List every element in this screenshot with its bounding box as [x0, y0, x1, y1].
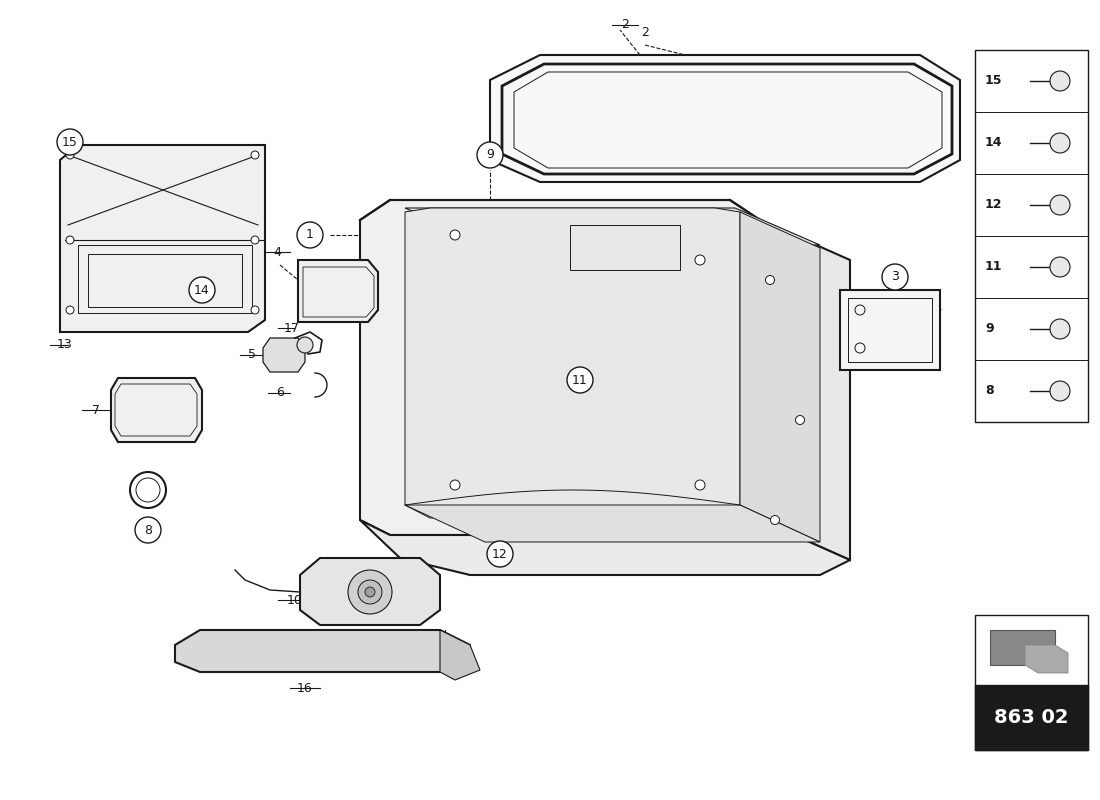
Circle shape: [770, 515, 780, 525]
Circle shape: [566, 367, 593, 393]
Text: 4: 4: [273, 246, 280, 258]
Circle shape: [251, 151, 258, 159]
Polygon shape: [298, 260, 378, 322]
Circle shape: [66, 236, 74, 244]
Text: 10: 10: [287, 594, 303, 606]
Polygon shape: [760, 220, 850, 560]
Circle shape: [66, 151, 74, 159]
Circle shape: [795, 415, 804, 425]
Polygon shape: [440, 630, 480, 680]
Text: 12: 12: [984, 198, 1002, 211]
Circle shape: [1050, 319, 1070, 339]
Polygon shape: [175, 630, 470, 672]
Circle shape: [348, 570, 392, 614]
Circle shape: [57, 129, 82, 155]
Circle shape: [695, 255, 705, 265]
Polygon shape: [405, 208, 820, 245]
Circle shape: [358, 580, 382, 604]
Polygon shape: [990, 630, 1055, 665]
Polygon shape: [740, 212, 820, 542]
Polygon shape: [360, 520, 850, 575]
Text: 9: 9: [486, 149, 494, 162]
Polygon shape: [490, 55, 960, 182]
Polygon shape: [263, 338, 305, 372]
Text: 8: 8: [984, 385, 993, 398]
Text: a passion for parts since 1985: a passion for parts since 1985: [398, 381, 682, 499]
Polygon shape: [111, 378, 202, 442]
Circle shape: [1050, 71, 1070, 91]
Text: 9: 9: [984, 322, 993, 335]
Circle shape: [766, 275, 774, 285]
Circle shape: [251, 236, 258, 244]
Text: 11: 11: [984, 261, 1002, 274]
Circle shape: [297, 337, 313, 353]
Polygon shape: [300, 558, 440, 625]
Text: euroPares: euroPares: [372, 255, 828, 485]
Text: 863 02: 863 02: [994, 708, 1069, 727]
Text: 12: 12: [492, 547, 508, 561]
Text: 6: 6: [276, 386, 284, 399]
Text: 3: 3: [891, 270, 899, 283]
Text: 11: 11: [572, 374, 587, 386]
Circle shape: [66, 306, 74, 314]
Text: 1: 1: [306, 229, 313, 242]
Polygon shape: [975, 685, 1088, 750]
Polygon shape: [1025, 645, 1068, 673]
Text: 13: 13: [57, 338, 73, 351]
Text: 14: 14: [984, 137, 1002, 150]
Text: 15: 15: [62, 135, 78, 149]
Circle shape: [477, 142, 503, 168]
Circle shape: [450, 230, 460, 240]
Circle shape: [130, 472, 166, 508]
Polygon shape: [360, 200, 760, 535]
Circle shape: [450, 480, 460, 490]
Text: 14: 14: [194, 283, 210, 297]
Circle shape: [135, 517, 161, 543]
Circle shape: [1050, 257, 1070, 277]
Circle shape: [1050, 381, 1070, 401]
Text: 17: 17: [284, 322, 300, 334]
Circle shape: [695, 480, 705, 490]
Circle shape: [251, 306, 258, 314]
Circle shape: [297, 222, 323, 248]
Text: 7: 7: [92, 403, 100, 417]
Polygon shape: [60, 145, 265, 332]
Text: 2: 2: [641, 26, 649, 38]
Polygon shape: [405, 505, 820, 542]
Text: 15: 15: [984, 74, 1002, 87]
Circle shape: [487, 541, 513, 567]
Polygon shape: [840, 290, 940, 370]
Circle shape: [189, 277, 214, 303]
Polygon shape: [405, 208, 740, 518]
Text: 16: 16: [297, 682, 312, 694]
Text: 5: 5: [248, 349, 256, 362]
Circle shape: [1050, 195, 1070, 215]
Circle shape: [365, 587, 375, 597]
Text: 8: 8: [144, 523, 152, 537]
Circle shape: [882, 264, 908, 290]
Text: 2: 2: [621, 18, 629, 31]
Circle shape: [1050, 133, 1070, 153]
